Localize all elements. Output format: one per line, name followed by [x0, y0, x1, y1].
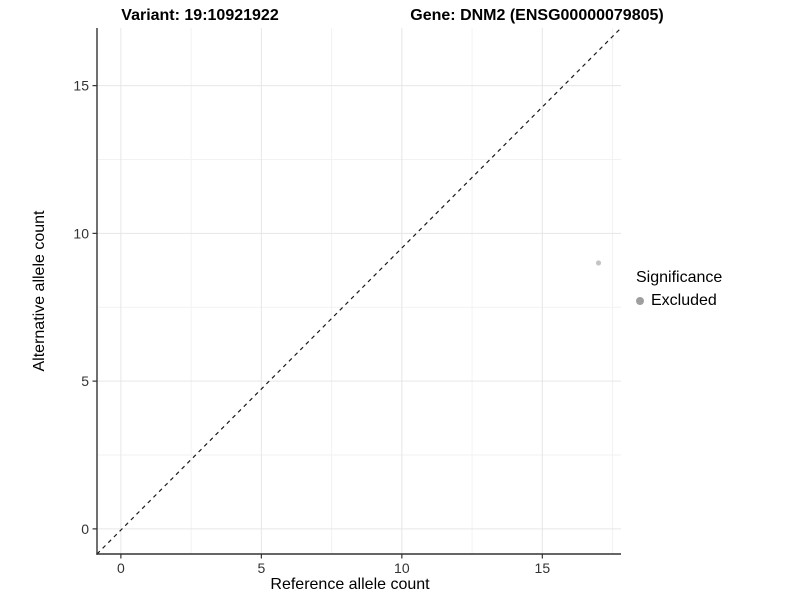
- x-tick-label: 5: [257, 560, 265, 576]
- x-tick-label: 10: [394, 560, 410, 576]
- data-point: [595, 260, 602, 266]
- legend-title: Significance: [636, 269, 723, 286]
- x-axis-title: Reference allele count: [270, 576, 430, 593]
- x-tick-label: 15: [535, 560, 551, 576]
- legend-point-icon: [636, 297, 644, 305]
- legend-item-label: Excluded: [651, 292, 717, 309]
- gene-title: Gene: DNM2 (ENSG00000079805): [410, 7, 664, 24]
- variant-title: Variant: 19:10921922: [121, 7, 279, 24]
- y-tick-label: 5: [81, 373, 89, 389]
- legend: Significance Excluded: [636, 269, 722, 310]
- x-tick-label: 0: [117, 560, 125, 576]
- identity-line: [96, 27, 622, 555]
- y-tick-label: 15: [73, 78, 89, 94]
- y-tick-label: 10: [73, 225, 89, 241]
- legend-item-excluded: Excluded: [636, 292, 722, 310]
- y-tick-label: 0: [81, 521, 89, 537]
